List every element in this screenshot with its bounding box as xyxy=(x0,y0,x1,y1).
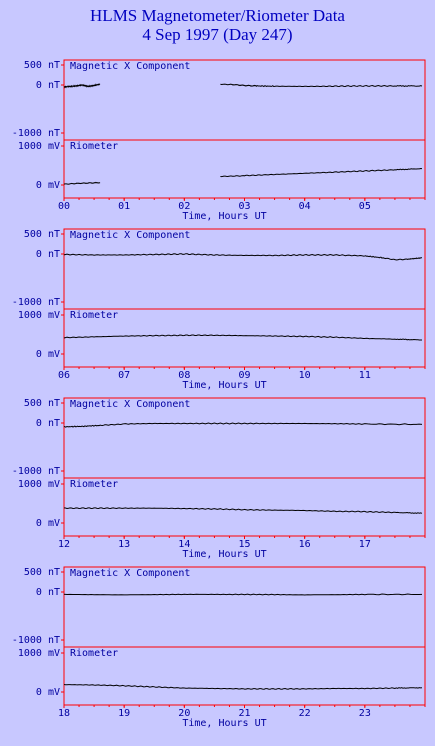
y-tick-label: 0 nT xyxy=(36,587,60,598)
plot-frame xyxy=(63,228,426,368)
x-tick-label: 23 xyxy=(359,708,371,719)
x-tick-label: 16 xyxy=(299,539,311,550)
chart-title: HLMS Magnetometer/Riometer Data 4 Sep 19… xyxy=(0,6,435,44)
chart-block-3: Magnetic X Component 500 nT 0 nT -1000 nT Ri… xyxy=(12,566,426,729)
x-tick-label: 21 xyxy=(238,708,250,719)
panel-name-magnetic: Magnetic X Component xyxy=(70,230,190,241)
title-line: HLMS Magnetometer/Riometer Data xyxy=(90,6,345,25)
x-tick-label: 00 xyxy=(58,201,70,212)
y-tick-label: 0 nT xyxy=(36,249,60,260)
chart-block-2: Magnetic X Component 500 nT 0 nT -1000 nT Ri… xyxy=(12,397,426,560)
panel-name-riometer: Riometer xyxy=(70,310,118,321)
x-tick-label: 01 xyxy=(118,201,130,212)
x-tick-label: 15 xyxy=(238,539,250,550)
y-tick-label: -1000 nT xyxy=(12,466,60,477)
panel-name-riometer: Riometer xyxy=(70,479,118,490)
x-tick-label: 04 xyxy=(299,201,311,212)
y-tick-label: 0 nT xyxy=(36,418,60,429)
x-tick-label: 19 xyxy=(118,708,130,719)
panel-name-riometer: Riometer xyxy=(70,648,118,659)
x-axis-label: Time, Hours UT xyxy=(182,549,266,560)
riometer-series-line xyxy=(63,334,422,341)
magnetic-series-line xyxy=(63,83,101,89)
riometer-series-line xyxy=(220,167,423,178)
magnetic-series-line xyxy=(220,83,423,88)
y-tick-label: 500 nT xyxy=(24,229,60,240)
x-tick-label: 02 xyxy=(178,201,190,212)
x-tick-label: 09 xyxy=(238,370,250,381)
y-tick-label: 500 nT xyxy=(24,567,60,578)
x-tick-label: 07 xyxy=(118,370,130,381)
x-tick-label: 18 xyxy=(58,708,70,719)
x-tick-label: 08 xyxy=(178,370,190,381)
y-tick-label: 0 mV xyxy=(36,180,60,191)
y-tick-label: 0 mV xyxy=(36,687,60,698)
panel-name-riometer: Riometer xyxy=(70,141,118,152)
y-tick-label: -1000 nT xyxy=(12,128,60,139)
x-tick-label: 03 xyxy=(238,201,250,212)
magnetic-series-line xyxy=(63,422,423,428)
x-axis-label: Time, Hours UT xyxy=(182,380,266,391)
panel-name-magnetic: Magnetic X Component xyxy=(70,568,190,579)
x-tick-label: 10 xyxy=(299,370,311,381)
x-tick-label: 14 xyxy=(178,539,190,550)
y-tick-label: 0 nT xyxy=(36,80,60,91)
x-tick-label: 06 xyxy=(58,370,70,381)
y-tick-label: 1000 mV xyxy=(18,141,60,152)
plot-frame xyxy=(63,397,426,537)
panel-name-magnetic: Magnetic X Component xyxy=(70,61,190,72)
plot-frame xyxy=(63,59,426,199)
riometer-series-line xyxy=(63,181,101,185)
riometer-series-line xyxy=(63,507,423,514)
chart-block-1: Magnetic X Component 500 nT 0 nT -1000 nT Ri… xyxy=(12,228,426,391)
riometer-series-line xyxy=(63,684,423,690)
x-axis-label: Time, Hours UT xyxy=(182,718,266,729)
y-tick-label: -1000 nT xyxy=(12,635,60,646)
y-tick-label: 1000 mV xyxy=(18,310,60,321)
x-tick-label: 13 xyxy=(118,539,130,550)
y-tick-label: 0 mV xyxy=(36,349,60,360)
panel-name-magnetic: Magnetic X Component xyxy=(70,399,190,410)
y-tick-label: 500 nT xyxy=(24,398,60,409)
y-tick-label: 500 nT xyxy=(24,60,60,71)
chart-block-0: Magnetic X Component 500 nT 0 nT -1000 nT Ri… xyxy=(12,59,426,222)
x-tick-label: 11 xyxy=(359,370,371,381)
x-tick-label: 17 xyxy=(359,539,371,550)
x-tick-label: 05 xyxy=(359,201,371,212)
y-tick-label: 0 mV xyxy=(36,518,60,529)
x-tick-label: 22 xyxy=(299,708,311,719)
y-tick-label: 1000 mV xyxy=(18,479,60,490)
magnetic-series-line xyxy=(63,253,422,261)
x-tick-label: 20 xyxy=(178,708,190,719)
x-axis-label: Time, Hours UT xyxy=(182,211,266,222)
x-tick-label: 12 xyxy=(58,539,70,550)
subtitle-line: 4 Sep 1997 (Day 247) xyxy=(142,25,293,44)
plot-frame xyxy=(63,566,426,706)
y-tick-label: -1000 nT xyxy=(12,297,60,308)
y-tick-label: 1000 mV xyxy=(18,648,60,659)
magnetic-series-line xyxy=(63,593,423,596)
